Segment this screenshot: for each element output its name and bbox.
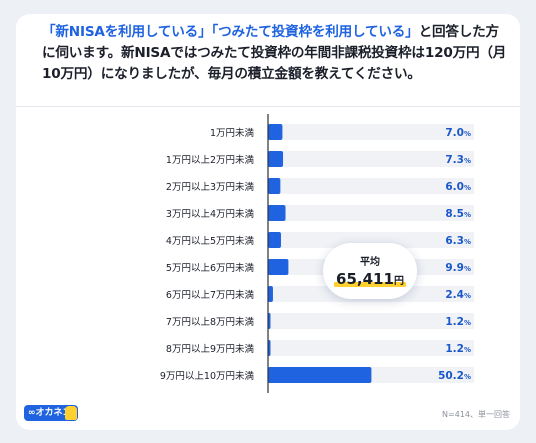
- data-label-unit: %: [464, 292, 471, 300]
- data-label-value: 6.0: [445, 181, 464, 193]
- data-label: 2.4%: [445, 289, 471, 301]
- data-label-unit: %: [464, 265, 471, 273]
- data-label: 7.3%: [445, 154, 471, 166]
- okaneco-logo: ∞オカネコ: [24, 405, 78, 421]
- data-label: 6.0%: [445, 181, 471, 193]
- mascot-icon: [65, 406, 77, 420]
- data-label-unit: %: [464, 346, 471, 354]
- bar-track: [268, 313, 474, 329]
- data-label-unit: %: [464, 373, 471, 381]
- category-label: 2万円以上3万円未満: [166, 181, 255, 193]
- data-label-unit: %: [464, 319, 471, 327]
- category-label: 3万円以上4万円未満: [166, 208, 255, 220]
- average-value: 65,411: [336, 270, 394, 288]
- bar: [268, 178, 281, 194]
- data-label-value: 50.2: [438, 370, 464, 382]
- data-label-unit: %: [464, 211, 471, 219]
- data-label-unit: %: [464, 238, 471, 246]
- bar: [268, 313, 271, 329]
- sample-note: N=414、単一回答: [442, 410, 510, 419]
- data-label-unit: %: [464, 157, 471, 165]
- bar-track: [268, 124, 474, 140]
- data-label-value: 2.4: [445, 289, 464, 301]
- bar-track: [268, 340, 474, 356]
- question-highlight-tsumitate: 「つみたて投資枠を利用している」: [211, 24, 419, 40]
- data-label: 6.3%: [445, 235, 471, 247]
- average-badge: 平均 65,411円: [323, 243, 417, 299]
- category-label: 7万円以上8万円未満: [166, 316, 255, 328]
- data-label: 1.2%: [445, 343, 471, 355]
- bar-track: [268, 232, 474, 248]
- category-label: 5万円以上6万円未満: [166, 262, 255, 274]
- question-highlight-nisa: 「新NISAを利用している」: [42, 24, 212, 40]
- question-text: 「新NISAを利用している」「つみたて投資枠を利用している」と回答した方に伺いま…: [42, 22, 512, 85]
- data-label-value: 8.5: [445, 208, 464, 220]
- average-label: 平均: [360, 257, 380, 268]
- data-label-value: 7.0: [445, 127, 464, 139]
- category-label: 1万円未満: [210, 127, 255, 139]
- category-label: 4万円以上5万円未満: [166, 235, 255, 247]
- bar: [268, 205, 286, 221]
- divider: [16, 106, 520, 107]
- bar: [268, 367, 372, 383]
- average-unit: 円: [393, 276, 404, 287]
- data-label-value: 6.3: [445, 235, 464, 247]
- logo-text: ∞オカネコ: [28, 408, 72, 418]
- bar-chart: 1万円未満 7.0% 1万円以上2万円未満 7.3% 2万円以上3万円未満 6.0% 3万円…: [160, 114, 474, 393]
- category-label: 8万円以上9万円未満: [166, 343, 255, 355]
- bar-track: [268, 205, 474, 221]
- data-label-value: 1.2: [445, 316, 464, 328]
- bar-track: [268, 151, 474, 167]
- chart-card: 「新NISAを利用している」「つみたて投資枠を利用している」と回答した方に伺いま…: [16, 14, 520, 430]
- data-label: 8.5%: [445, 208, 471, 220]
- data-label-unit: %: [464, 130, 471, 138]
- bar: [268, 124, 283, 140]
- bar-track: [268, 178, 474, 194]
- bar: [268, 340, 271, 356]
- bar: [268, 232, 281, 248]
- data-label-unit: %: [464, 184, 471, 192]
- data-label: 7.0%: [445, 127, 471, 139]
- data-label: 9.9%: [445, 262, 471, 274]
- data-label: 50.2%: [438, 370, 471, 382]
- question-body: と回答した方に伺います。新NISAではつみたて投資枠の年間非課税投資枠は120万…: [42, 24, 507, 82]
- category-label: 6万円以上7万円未満: [166, 289, 255, 301]
- bar: [268, 286, 273, 302]
- bar: [268, 259, 289, 275]
- category-label: 1万円以上2万円未満: [166, 154, 255, 166]
- data-label: 1.2%: [445, 316, 471, 328]
- bar: [268, 151, 284, 167]
- data-label-value: 7.3: [445, 154, 464, 166]
- data-label-value: 1.2: [445, 343, 464, 355]
- category-label: 9万円以上10万円未満: [160, 370, 255, 382]
- average-value-wrap: 65,411円: [334, 269, 406, 288]
- data-label-value: 9.9: [445, 262, 464, 274]
